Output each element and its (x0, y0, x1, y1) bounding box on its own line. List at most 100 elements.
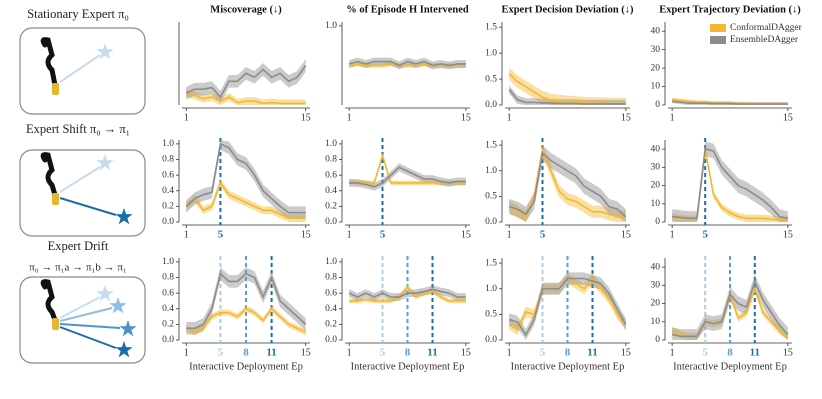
x-tick-label: 1 (347, 112, 352, 123)
y-tick-label: 0.8 (325, 155, 337, 165)
y-tick-label: 0.8 (325, 273, 337, 283)
marker-label: 5 (380, 347, 386, 359)
y-tick-label: 0.0 (485, 217, 497, 227)
x-tick-label: 15 (461, 112, 471, 123)
y-tick-label: 10 (651, 317, 661, 327)
y-tick-label: 1.0 (325, 139, 337, 149)
legend-label: EnsembleDAgger (730, 35, 799, 45)
y-tick-label: 1.0 (325, 257, 337, 267)
y-tick-label: 0.0 (485, 335, 497, 345)
y-tick-label: 40 (651, 144, 661, 154)
y-tick-label: 0.5 (485, 192, 497, 202)
y-tick-label: 1.0 (485, 166, 497, 176)
band (509, 145, 626, 222)
x-tick-label: 1 (507, 229, 512, 240)
marker-label: 8 (405, 347, 411, 359)
y-tick-label: 0 (655, 335, 660, 345)
marker-label: 5 (218, 229, 224, 241)
y-tick-label: 1.0 (325, 21, 337, 31)
x-tick-label: 1 (347, 347, 352, 358)
x-tick-label: 1 (184, 229, 189, 240)
marker-label: 5 (702, 347, 708, 359)
y-tick-label: 30 (651, 45, 661, 55)
marker-label: 5 (380, 229, 386, 241)
y-tick-label: 0.2 (162, 202, 174, 212)
marker-label: 11 (750, 347, 760, 359)
y-tick-label: 0.4 (325, 304, 337, 314)
marker-label: 5 (218, 347, 224, 359)
y-tick-label: 0.0 (325, 335, 337, 345)
y-tick-label: 0.6 (325, 170, 337, 180)
illustration (19, 27, 146, 115)
x-tick-label: 1 (670, 112, 675, 123)
x-tick-label: 15 (621, 112, 631, 123)
row-label: Expert Drift (48, 239, 109, 253)
marker-label: 5 (702, 229, 708, 241)
legend-label: ConformalDAgger (730, 22, 803, 33)
y-tick-label: 20 (651, 181, 661, 191)
x-axis-label: Interactive Deployment Ep (351, 361, 465, 372)
legend-swatch (710, 36, 726, 44)
x-tick-label: 15 (301, 347, 311, 358)
y-tick-label: 20 (651, 299, 661, 309)
y-tick-label: 0.0 (325, 217, 337, 227)
chart-title: Expert Trajectory Deviation (↓) (659, 4, 801, 15)
x-tick-label: 1 (507, 112, 512, 123)
band (186, 140, 306, 219)
y-tick-label: 0.6 (325, 288, 337, 298)
marker-label: 5 (540, 229, 546, 241)
y-tick-label: 0.5 (485, 310, 497, 320)
y-tick-label: 1.5 (485, 140, 497, 150)
y-tick-label: 0.2 (325, 320, 337, 330)
line (671, 279, 789, 338)
line (508, 151, 627, 218)
y-tick-label: 1.0 (162, 257, 174, 267)
band (186, 179, 306, 222)
line (185, 65, 307, 99)
y-tick-label: 1.5 (485, 22, 497, 32)
line (348, 288, 466, 298)
marker-label: 8 (243, 347, 249, 359)
x-tick-label: 15 (783, 112, 793, 123)
y-tick-label: 0.4 (162, 186, 174, 196)
x-axis-label: Interactive Deployment Ep (189, 361, 303, 372)
y-tick-label: 0.4 (162, 304, 174, 314)
band (509, 85, 626, 105)
x-tick-label: 15 (301, 229, 311, 240)
x-tick-label: 1 (184, 112, 189, 123)
x-axis-label: Interactive Deployment Ep (673, 361, 787, 372)
marker-label: 11 (266, 347, 276, 359)
marker-label: 8 (727, 347, 733, 359)
y-tick-label: 1.0 (485, 284, 497, 294)
line (349, 166, 466, 188)
x-tick-label: 1 (670, 229, 675, 240)
line (185, 142, 306, 214)
band (349, 163, 466, 191)
row-sublabel: π₀ → π₁a → π₁b → π₁ (29, 262, 127, 274)
illustration (19, 276, 146, 364)
marker-label: 11 (427, 347, 437, 359)
band (672, 141, 788, 222)
line (186, 272, 307, 330)
y-tick-label: 0.0 (162, 335, 174, 345)
y-tick-label: 0.2 (162, 320, 174, 330)
y-tick-label: 0 (655, 217, 660, 227)
chart-title: Miscoverage (↓) (210, 4, 282, 15)
line (671, 148, 788, 221)
x-tick-label: 1 (670, 347, 675, 358)
x-tick-label: 15 (621, 229, 631, 240)
row-label: Stationary Expert π₀ (27, 7, 129, 21)
row-label: Expert Shift π₀ → π₁ (26, 122, 130, 136)
y-tick-label: 0.4 (325, 186, 337, 196)
line (186, 92, 306, 105)
x-tick-label: 15 (461, 347, 471, 358)
y-tick-label: 0.0 (162, 217, 174, 227)
y-tick-label: 0.6 (162, 288, 174, 298)
line (185, 181, 306, 219)
line (508, 277, 627, 337)
chart-title: Expert Decision Deviation (↓) (501, 4, 634, 15)
x-axis-label: Interactive Deployment Ep (511, 361, 625, 372)
line (672, 100, 788, 105)
line (672, 148, 789, 220)
